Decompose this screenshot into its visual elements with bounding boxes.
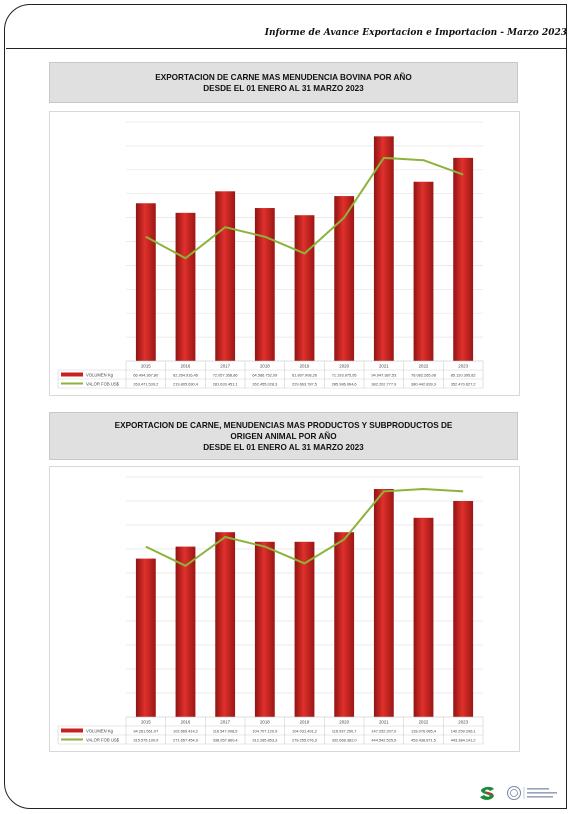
x-tick-label-2015: 2015	[141, 720, 151, 725]
legend-label-fob: VALOR FOB US$	[86, 382, 120, 387]
x-tick-label-2023: 2023	[458, 720, 468, 725]
bar-2020	[334, 532, 355, 717]
chart-2-title-line-2: ORIGEN ANIMAL POR AÑO	[230, 431, 337, 441]
volumen-value-2020: 116.937.250,7	[332, 729, 357, 734]
page-frame	[4, 4, 567, 809]
chart-1-svg: 2015 2016 2017 2018 2019 2020 2021 2022 2023 VOLU…	[57, 121, 484, 389]
x-tick-label-2020: 2020	[339, 364, 349, 369]
volumen-value-2015: 66.494.367,80	[133, 373, 159, 378]
chart-2: 2015 2016 2017 2018 2019 2020 2021 2022 2023 VOLU…	[49, 466, 520, 752]
bar-2019	[294, 541, 315, 717]
fob-value-2021: 444.542.525,5	[371, 738, 396, 743]
x-tick-label-2020: 2020	[339, 720, 349, 725]
fob-value-2019: 229.663.787,5	[292, 382, 317, 387]
x-tick-label-2018: 2018	[260, 720, 270, 725]
x-tick-label-2017: 2017	[220, 364, 230, 369]
x-tick-label-2023: 2023	[458, 364, 468, 369]
fob-value-2016: 271.657.454,9	[173, 738, 198, 743]
volumen-value-2017: 116.547.008,5	[213, 729, 238, 734]
chart-2-title-line-3: DESDE EL 01 ENERO AL 31 MARZO 2023	[203, 442, 364, 452]
volumen-value-2019: 61.807.908,26	[292, 373, 317, 378]
bar-2018	[254, 208, 275, 361]
x-tick-label-2016: 2016	[181, 720, 191, 725]
bar-2018	[254, 541, 275, 717]
bar-2021	[373, 136, 394, 361]
volumen-value-2019: 104.031.491,2	[292, 729, 317, 734]
x-tick-label-2016: 2016	[181, 364, 191, 369]
fob-value-2020: 332.668.382,0	[332, 738, 358, 743]
government-seal-icon	[507, 786, 557, 800]
volumen-value-2022: 78.082.265,08	[411, 373, 436, 378]
volumen-value-2021: 147.252.207,0	[371, 729, 397, 734]
legend-key-volumen	[61, 728, 83, 733]
fob-value-2023: 352.470.627,2	[451, 382, 476, 387]
volumen-value-2015: 94.261.561,07	[133, 729, 158, 734]
x-tick-label-2017: 2017	[220, 720, 230, 725]
bar-2015	[135, 203, 156, 361]
volumen-value-2016: 102.669.414,2	[173, 729, 198, 734]
fob-value-2018: 312.285.853,3	[252, 738, 277, 743]
volumen-value-2023: 85.120.395,82	[451, 373, 476, 378]
bar-2020	[334, 196, 355, 361]
fob-value-2015: 263.471.539,2	[133, 382, 158, 387]
fob-value-2020: 285.986.064,6	[332, 382, 357, 387]
bar-2022	[413, 517, 434, 717]
legend-label-volumen: VOLUMEN Kg	[86, 729, 114, 734]
fob-value-2022: 453.438.871,5	[411, 738, 436, 743]
report-title: Informe de Avance Exportacion e Importac…	[264, 28, 567, 38]
bar-2023	[453, 501, 474, 717]
chart-1-title-line-2: DESDE EL 01 ENERO AL 31 MARZO 2023	[203, 83, 364, 93]
fob-value-2016: 219.805.630,4	[173, 382, 199, 387]
volumen-value-2016: 62.264.916,45	[173, 373, 198, 378]
x-tick-label-2022: 2022	[419, 720, 429, 725]
fob-value-2021: 382.202.777,9	[371, 382, 396, 387]
bar-2021	[373, 489, 394, 717]
bar-2023	[453, 157, 474, 361]
fob-value-2023: 443.384.141,2	[451, 738, 476, 743]
chart-1: 2015 2016 2017 2018 2019 2020 2021 2022 2023 VOLU…	[49, 111, 520, 396]
bar-2017	[215, 532, 236, 717]
ministry-logo-icon	[480, 786, 494, 800]
volumen-value-2018: 64.586.752,09	[252, 373, 277, 378]
fob-value-2017: 338.957.860,4	[213, 738, 239, 743]
volumen-value-2018: 104.707.120,9	[252, 729, 277, 734]
fob-value-2019: 278.255.076,3	[292, 738, 317, 743]
x-tick-label-2022: 2022	[419, 364, 429, 369]
volumen-value-2023: 140.259.296,1	[451, 729, 476, 734]
bar-2019	[294, 215, 315, 361]
x-tick-label-2021: 2021	[379, 720, 389, 725]
bar-2015	[135, 558, 156, 717]
x-tick-label-2018: 2018	[260, 364, 270, 369]
bar-2016	[175, 546, 196, 717]
x-tick-label-2019: 2019	[300, 720, 310, 725]
legend-label-volumen: VOLUMEN Kg	[86, 373, 114, 378]
volumen-value-2021: 94.947.387,53	[371, 373, 396, 378]
fob-value-2015: 315.575.190,9	[133, 738, 158, 743]
legend-label-fob: VALOR FOB US$	[86, 738, 120, 743]
chart-2-title-line-1: EXPORTACION DE CARNE, MENUDENCIAS MAS PR…	[114, 420, 453, 430]
footer-logos	[480, 786, 557, 800]
chart-1-title-line-1: EXPORTACION DE CARNE MAS MENUDENCIA BOVI…	[155, 72, 412, 82]
legend-key-volumen	[61, 372, 83, 377]
volumen-value-2020: 71.193.975,95	[332, 373, 357, 378]
bar-2022	[413, 181, 434, 361]
x-tick-label-2021: 2021	[379, 364, 389, 369]
chart-2-svg: 2015 2016 2017 2018 2019 2020 2021 2022 2023 VOLU…	[57, 476, 484, 745]
x-tick-label-2019: 2019	[300, 364, 310, 369]
header-divider	[6, 48, 567, 49]
volumen-value-2017: 72.057.358,86	[213, 373, 238, 378]
fob-value-2018: 262.455.028,3	[252, 382, 277, 387]
bar-2017	[215, 191, 236, 361]
chart-1-title: EXPORTACION DE CARNE MAS MENUDENCIA BOVI…	[49, 62, 518, 103]
x-tick-label-2015: 2015	[141, 364, 151, 369]
fob-value-2022: 380.442.839,3	[411, 382, 436, 387]
bar-2016	[175, 212, 196, 361]
volumen-value-2022: 128.076.085,4	[411, 729, 437, 734]
chart-2-title: EXPORTACION DE CARNE, MENUDENCIAS MAS PR…	[49, 412, 518, 460]
fob-value-2017: 281.633.451,1	[213, 382, 238, 387]
